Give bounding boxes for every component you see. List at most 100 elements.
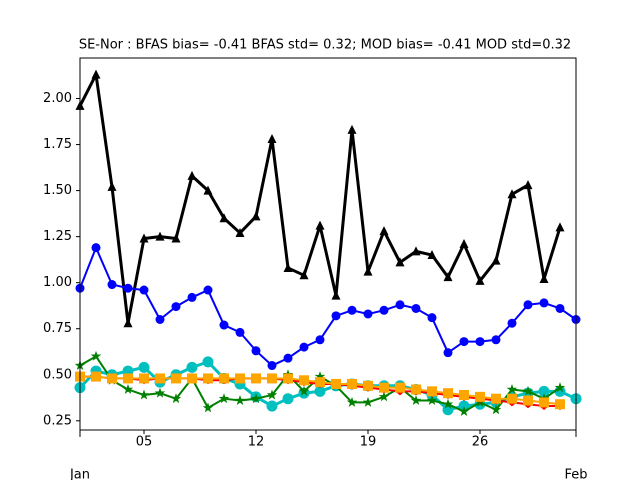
point bbox=[123, 373, 133, 384]
point bbox=[139, 233, 149, 243]
point bbox=[138, 389, 150, 400]
point bbox=[122, 383, 134, 394]
point bbox=[443, 348, 453, 358]
point bbox=[443, 272, 453, 282]
y-tick-label: 2.00 bbox=[43, 91, 72, 106]
point bbox=[315, 220, 325, 230]
point bbox=[202, 402, 214, 413]
point bbox=[426, 395, 438, 405]
point bbox=[283, 373, 293, 384]
y-tick-label: 1.00 bbox=[43, 275, 72, 290]
point bbox=[523, 180, 533, 190]
point bbox=[251, 211, 261, 221]
point bbox=[155, 373, 165, 384]
point bbox=[363, 266, 373, 276]
point bbox=[139, 285, 149, 295]
plot-frame bbox=[79, 57, 577, 431]
point bbox=[314, 371, 326, 382]
y-tick-label: 0.75 bbox=[43, 321, 72, 336]
x-tick-label: 12 bbox=[248, 435, 265, 450]
point bbox=[299, 270, 309, 280]
y-tick-label: 1.25 bbox=[43, 229, 72, 244]
point bbox=[170, 393, 182, 404]
point bbox=[235, 373, 245, 384]
point bbox=[458, 406, 470, 417]
point bbox=[427, 313, 437, 323]
point bbox=[491, 335, 501, 345]
point bbox=[219, 373, 229, 384]
point bbox=[507, 393, 517, 404]
point bbox=[138, 361, 150, 373]
point bbox=[363, 380, 373, 391]
point bbox=[250, 393, 262, 404]
point bbox=[107, 280, 117, 290]
point bbox=[203, 285, 213, 295]
point bbox=[331, 311, 341, 321]
point bbox=[139, 373, 149, 384]
point bbox=[187, 292, 197, 302]
point bbox=[187, 373, 197, 384]
point bbox=[507, 318, 517, 328]
point bbox=[218, 393, 230, 404]
point bbox=[458, 400, 470, 412]
point bbox=[234, 395, 246, 405]
point bbox=[555, 303, 565, 313]
point bbox=[442, 404, 454, 416]
point bbox=[91, 243, 101, 253]
point bbox=[219, 320, 229, 330]
point bbox=[491, 393, 501, 404]
point bbox=[235, 327, 245, 337]
x-month-label: Feb bbox=[564, 468, 587, 480]
point bbox=[539, 397, 549, 408]
point bbox=[154, 387, 166, 398]
y-tick-label: 0.50 bbox=[43, 367, 72, 382]
point bbox=[155, 231, 165, 241]
point bbox=[410, 395, 422, 405]
point bbox=[171, 233, 181, 243]
point bbox=[362, 396, 374, 407]
point bbox=[522, 385, 534, 396]
point bbox=[475, 275, 485, 285]
point bbox=[490, 404, 502, 415]
point bbox=[554, 382, 566, 393]
point bbox=[91, 69, 101, 79]
point bbox=[266, 400, 278, 412]
point bbox=[267, 373, 277, 384]
point bbox=[523, 300, 533, 310]
point bbox=[555, 222, 565, 232]
point bbox=[427, 250, 437, 260]
point bbox=[123, 283, 133, 293]
y-tick-label: 0.25 bbox=[43, 413, 72, 428]
point bbox=[538, 385, 550, 397]
point bbox=[298, 385, 310, 396]
point bbox=[299, 375, 309, 386]
point bbox=[315, 335, 325, 345]
x-tick-label: 05 bbox=[136, 435, 153, 450]
point bbox=[171, 302, 181, 312]
point bbox=[315, 377, 325, 388]
point bbox=[251, 346, 261, 356]
y-tick-label: 1.50 bbox=[43, 183, 72, 198]
point bbox=[266, 389, 278, 400]
point bbox=[442, 398, 454, 409]
point bbox=[443, 388, 453, 399]
point bbox=[107, 181, 117, 191]
point bbox=[267, 134, 277, 144]
point bbox=[186, 361, 198, 373]
point bbox=[459, 390, 469, 401]
point bbox=[347, 378, 357, 389]
point bbox=[235, 227, 245, 237]
point bbox=[123, 318, 133, 328]
point bbox=[283, 262, 293, 272]
point bbox=[267, 361, 277, 371]
point bbox=[219, 213, 229, 223]
y-tick-label: 1.75 bbox=[43, 137, 72, 152]
point bbox=[107, 373, 117, 384]
point bbox=[459, 239, 469, 248]
point bbox=[91, 371, 101, 382]
point bbox=[411, 246, 421, 256]
point bbox=[379, 226, 389, 236]
point bbox=[539, 298, 549, 308]
